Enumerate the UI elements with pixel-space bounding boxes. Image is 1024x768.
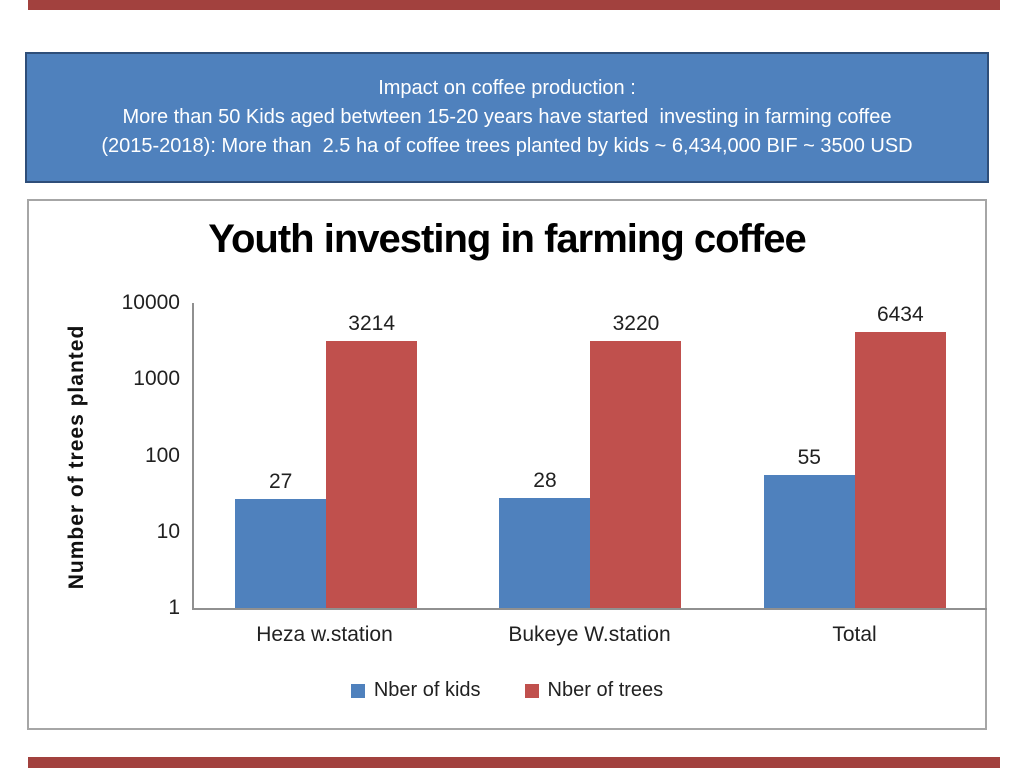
bar-column: 3220 — [590, 303, 682, 608]
bar — [590, 340, 682, 608]
bottom-accent-bar — [28, 757, 1000, 768]
category-label: Total — [832, 623, 877, 646]
header-line-1: Impact on coffee production : — [378, 77, 636, 99]
bar — [499, 497, 591, 608]
bar-column: 3214 — [326, 303, 418, 608]
y-tick-label: 1 — [168, 596, 180, 619]
bar-value-label: 3214 — [348, 311, 396, 335]
legend: Nber of kids Nber of trees — [29, 679, 985, 702]
legend-label: Nber of kids — [373, 679, 481, 701]
legend-item: Nber of kids — [350, 679, 481, 702]
bar-group: 55 6434 — [723, 303, 987, 608]
bar-value-label: 28 — [533, 468, 557, 492]
bar-column: 27 — [235, 303, 327, 608]
bar — [854, 332, 946, 608]
category-axis: Heza w.station Bukeye W.station Total — [192, 623, 987, 647]
header-line-3: (2015-2018): More than 2.5 ha of coffee … — [101, 135, 913, 157]
y-axis-title: Number of trees planted — [65, 324, 88, 590]
bar-column: 6434 — [854, 303, 946, 608]
legend-swatch — [524, 683, 539, 698]
bar-value-label: 6434 — [876, 303, 924, 326]
y-tick-label: 10 — [156, 519, 180, 543]
legend-label: Nber of trees — [547, 679, 664, 701]
category-label: Heza w.station — [256, 623, 393, 646]
bar — [326, 340, 418, 608]
bar-column: 28 — [499, 303, 591, 608]
legend-swatch — [350, 683, 365, 698]
bar-value-label: 55 — [797, 446, 821, 470]
bar-group: 27 3214 — [194, 303, 458, 608]
bar-column: 55 — [763, 303, 855, 608]
category-label: Bukeye W.station — [508, 623, 671, 646]
plot-area: 27 3214 28 3220 55 6434 — [192, 303, 987, 610]
chart-box: Youth investing in farming coffee Number… — [27, 199, 987, 730]
y-tick-label: 10000 — [121, 291, 180, 314]
bar-value-label: 3220 — [612, 311, 660, 335]
plot-wrap: 10000 1000 100 10 1 27 3214 28 3220 55 6434 — [122, 292, 987, 619]
bar-group: 28 3220 — [458, 303, 722, 608]
y-tick-label: 100 — [144, 443, 180, 467]
bar — [235, 498, 327, 608]
bar — [763, 475, 855, 608]
y-tick-label: 1000 — [133, 367, 180, 391]
bar-value-label: 27 — [268, 469, 293, 493]
chart-title: Youth investing in farming coffee — [208, 217, 806, 261]
header-box: Impact on coffee production : More than … — [25, 52, 989, 183]
header-line-2: More than 50 Kids aged betwteen 15-20 ye… — [122, 106, 892, 128]
legend-item: Nber of trees — [524, 679, 664, 702]
top-accent-bar — [28, 0, 1000, 10]
